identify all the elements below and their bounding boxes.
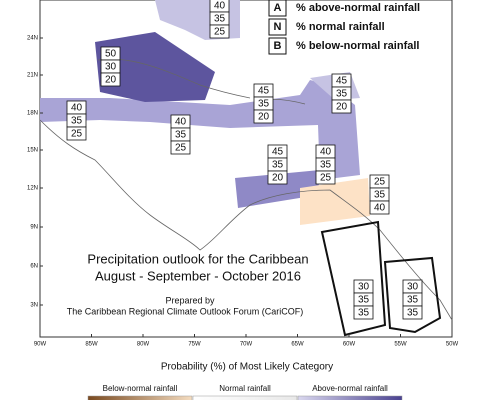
prob-value: 30 [407, 282, 419, 293]
prob-value: 25 [320, 173, 332, 184]
prob-value: 40 [71, 103, 83, 114]
legend-key: A [274, 2, 282, 14]
legend-key-box [268, 0, 287, 17]
prob-cell [402, 305, 423, 320]
legend-key: B [274, 40, 282, 52]
box-suriname [383, 256, 442, 334]
prob-cell [100, 72, 121, 87]
legend-key: N [274, 21, 282, 33]
lat-label: 12N [27, 186, 38, 192]
lon-label: 90W [34, 342, 47, 348]
lat-label: 15N [27, 148, 38, 154]
prob-value: 25 [175, 143, 187, 154]
lon-label: 85W [85, 342, 98, 348]
prob-value: 20 [258, 112, 270, 123]
prob-value: 50 [105, 49, 117, 60]
prob-value: 35 [258, 99, 270, 110]
legend-text: % below-normal rainfall [296, 40, 419, 52]
region-coast [235, 170, 320, 208]
prob-cell [315, 170, 336, 185]
lat-label: 18N [27, 111, 38, 117]
region-antilles [40, 80, 360, 180]
prob-value: 35 [320, 160, 332, 171]
colorbar-label: Below-normal rainfall [103, 384, 178, 393]
lon-label: 80W [137, 342, 150, 348]
lat-label: 24N [27, 36, 38, 42]
prob-cell [369, 200, 390, 215]
lon-label: 60W [343, 342, 356, 348]
colorbar-label: Above-normal rainfall [312, 384, 388, 393]
lat-label: 6N [30, 264, 38, 270]
colorbar-segment [87, 395, 193, 403]
lat-label: 21N [27, 73, 38, 79]
prob-cell [353, 305, 374, 320]
region-guianas-north [300, 178, 370, 225]
legend-key-box [268, 37, 287, 55]
prepared: Prepared by [165, 295, 215, 305]
prob-value: 40 [175, 117, 187, 128]
prob-value: 25 [214, 27, 226, 38]
prob-value: 35 [358, 308, 370, 319]
legend-text: % above-normal rainfall [296, 2, 420, 14]
colorbar-segment [192, 395, 298, 403]
colorbar-label: Normal rainfall [219, 384, 271, 393]
prob-value: 30 [358, 282, 370, 293]
prob-value: 40 [374, 203, 386, 214]
prob-value: 45 [258, 86, 270, 97]
lat-label: 3N [30, 303, 38, 309]
prob-value: 35 [71, 116, 83, 127]
prob-value: 35 [407, 295, 419, 306]
prob-value: 45 [336, 76, 348, 87]
prob-value: 20 [336, 102, 348, 113]
colorbar-title: Probability (%) of Most Likely Category [161, 362, 333, 373]
prob-value: 20 [272, 173, 284, 184]
legend-key-box [268, 18, 287, 36]
prob-value: 35 [374, 190, 386, 201]
legend-text: % normal rainfall [296, 21, 385, 33]
prob-cell [267, 170, 288, 185]
prob-value: 25 [374, 177, 386, 188]
lon-label: 55W [394, 342, 407, 348]
prob-value: 20 [105, 75, 117, 86]
colorbar-segment [297, 395, 403, 403]
prob-value: 40 [214, 1, 226, 12]
prob-value: 35 [336, 89, 348, 100]
prob-value: 35 [358, 295, 370, 306]
prob-value: 30 [105, 62, 117, 73]
prob-cell [66, 126, 87, 141]
lat-label: 9N [30, 225, 38, 231]
prob-cell [170, 140, 191, 155]
prob-value: 35 [407, 308, 419, 319]
forum: The Caribbean Regional Climate Outlook F… [67, 306, 304, 316]
prob-value: 35 [272, 160, 284, 171]
prob-value: 45 [272, 147, 284, 158]
box-guyana [320, 220, 387, 337]
lon-label: 65W [291, 342, 304, 348]
prob-value: 35 [175, 130, 187, 141]
prob-value: 40 [320, 147, 332, 158]
prob-cell [209, 24, 230, 39]
lon-label: 70W [240, 342, 253, 348]
coast-cuba [97, 58, 251, 99]
prob-value: 35 [214, 14, 226, 25]
prob-cell [253, 109, 274, 124]
title-line2: August - September - October 2016 [95, 268, 301, 283]
title-line1: Precipitation outlook for the Caribbean [87, 251, 308, 266]
lon-label: 75W [188, 342, 201, 348]
coast-south [39, 119, 453, 321]
prob-cell [331, 99, 352, 114]
prob-value: 25 [71, 129, 83, 140]
lon-label: 50W [446, 342, 459, 348]
